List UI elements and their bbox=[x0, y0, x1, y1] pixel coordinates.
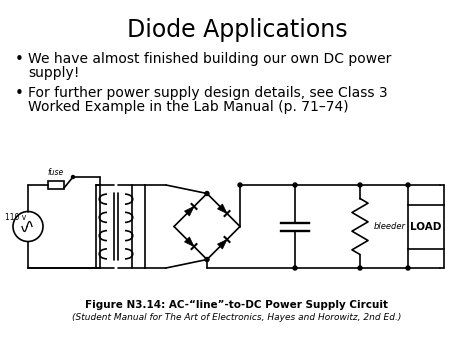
Circle shape bbox=[293, 183, 297, 187]
Polygon shape bbox=[218, 240, 227, 249]
Polygon shape bbox=[218, 204, 227, 214]
Circle shape bbox=[205, 191, 209, 196]
Text: fuse: fuse bbox=[48, 168, 64, 177]
Circle shape bbox=[205, 257, 209, 262]
Circle shape bbox=[406, 183, 410, 187]
Text: We have almost finished building our own DC power: We have almost finished building our own… bbox=[28, 52, 392, 66]
Polygon shape bbox=[184, 237, 194, 246]
Text: Figure N3.14: AC-“line”-to-DC Power Supply Circuit: Figure N3.14: AC-“line”-to-DC Power Supp… bbox=[85, 300, 389, 310]
Text: Diode Applications: Diode Applications bbox=[127, 18, 347, 42]
Text: 110 v: 110 v bbox=[5, 213, 26, 223]
Text: •: • bbox=[15, 52, 24, 67]
Text: (Student Manual for The Art of Electronics, Hayes and Horowitz, 2nd Ed.): (Student Manual for The Art of Electroni… bbox=[73, 313, 401, 322]
Circle shape bbox=[72, 175, 74, 179]
Circle shape bbox=[358, 266, 362, 270]
Text: •: • bbox=[15, 86, 24, 101]
Text: supply!: supply! bbox=[28, 66, 79, 80]
Text: LOAD: LOAD bbox=[410, 222, 442, 231]
Bar bbox=[408, 204, 444, 248]
Bar bbox=[48, 181, 64, 189]
Text: Worked Example in the Lab Manual (p. 71–74): Worked Example in the Lab Manual (p. 71–… bbox=[28, 100, 348, 114]
Polygon shape bbox=[184, 207, 194, 216]
Text: bleeder: bleeder bbox=[374, 222, 406, 231]
Circle shape bbox=[358, 183, 362, 187]
Text: For further power supply design details, see Class 3: For further power supply design details,… bbox=[28, 86, 388, 100]
Circle shape bbox=[406, 266, 410, 270]
Circle shape bbox=[293, 266, 297, 270]
Circle shape bbox=[238, 183, 242, 187]
